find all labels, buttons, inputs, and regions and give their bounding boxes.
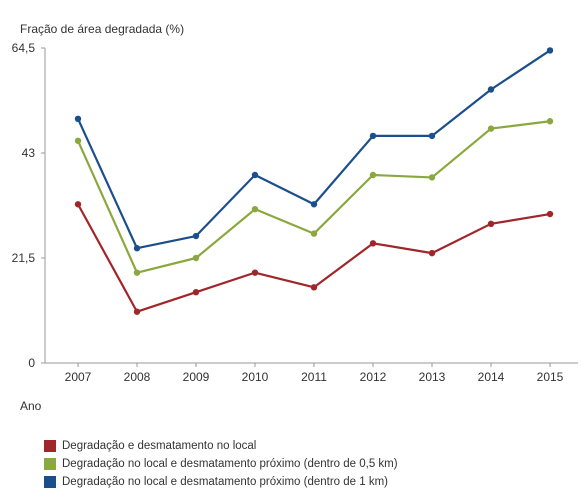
data-point: [428, 174, 436, 181]
data-point: [251, 171, 259, 179]
x-tick-label: 2015: [537, 370, 564, 384]
data-point: [192, 232, 200, 240]
x-tick-label: 2008: [124, 370, 151, 384]
x-tick-label: 2012: [360, 370, 387, 384]
data-point: [251, 205, 259, 213]
data-point: [74, 201, 82, 208]
data-point: [546, 118, 554, 125]
x-tick-label: 2013: [419, 370, 446, 384]
data-point: [192, 288, 200, 296]
data-point: [487, 125, 495, 132]
series-line: [76, 120, 551, 274]
data-point: [251, 269, 259, 276]
data-point: [546, 47, 554, 54]
x-tick-label: 2010: [242, 370, 269, 384]
data-point: [74, 137, 82, 144]
data-point: [546, 210, 554, 218]
chart-title: Fração de área degradada (%): [20, 22, 184, 36]
legend-swatch: [44, 476, 56, 488]
data-point: [428, 249, 436, 257]
x-tick-label: 2011: [301, 370, 327, 384]
data-point: [192, 254, 200, 262]
x-tick-label: 2014: [478, 370, 505, 384]
data-point: [133, 245, 141, 252]
data-point: [310, 284, 318, 291]
legend-swatch: [44, 458, 56, 470]
series-1: [74, 201, 554, 315]
legend-label: Degradação no local e desmatamento próxi…: [62, 458, 398, 470]
legend-item-3: Degradação no local e desmatamento próxi…: [44, 473, 398, 491]
data-point: [133, 308, 141, 315]
x-axis-label: Ano: [20, 399, 42, 413]
data-point: [487, 220, 495, 228]
series-3: [74, 47, 554, 252]
series-line: [77, 203, 551, 313]
legend-label: Degradação e desmatamento no local: [62, 440, 257, 452]
data-point: [310, 201, 318, 208]
axes: 0 21,5 43 64,5 2007 2008 2009 2010 2011 2012 2013 2…: [12, 41, 578, 384]
x-tick-label: 2009: [183, 370, 210, 384]
legend-item-1: Degradação e desmatamento no local: [44, 437, 398, 455]
y-tick-label: 0: [28, 356, 35, 370]
legend: Degradação e desmatamento no local Degrad…: [44, 437, 398, 491]
y-tick-label: 21,5: [12, 251, 36, 265]
legend-label: Degradação no local e desmatamento próxi…: [62, 476, 389, 488]
line-chart: Fração de área degradada (%) Ano 0 21,5 43…: [12, 22, 578, 413]
data-point: [369, 240, 377, 247]
data-point: [487, 86, 495, 93]
data-point: [133, 269, 141, 276]
x-tick-label: 2007: [65, 370, 92, 384]
data-point: [74, 115, 82, 123]
data-point: [369, 171, 377, 179]
series-layer: [74, 47, 554, 315]
data-point: [310, 230, 318, 237]
y-tick-label: 64,5: [12, 41, 36, 55]
legend-swatch: [44, 440, 56, 452]
series-2: [74, 118, 554, 276]
y-tick-label: 43: [22, 146, 36, 160]
data-point: [369, 132, 377, 140]
legend-item-2: Degradação no local e desmatamento próxi…: [44, 455, 398, 473]
data-point: [428, 132, 436, 140]
series-line: [76, 49, 551, 250]
